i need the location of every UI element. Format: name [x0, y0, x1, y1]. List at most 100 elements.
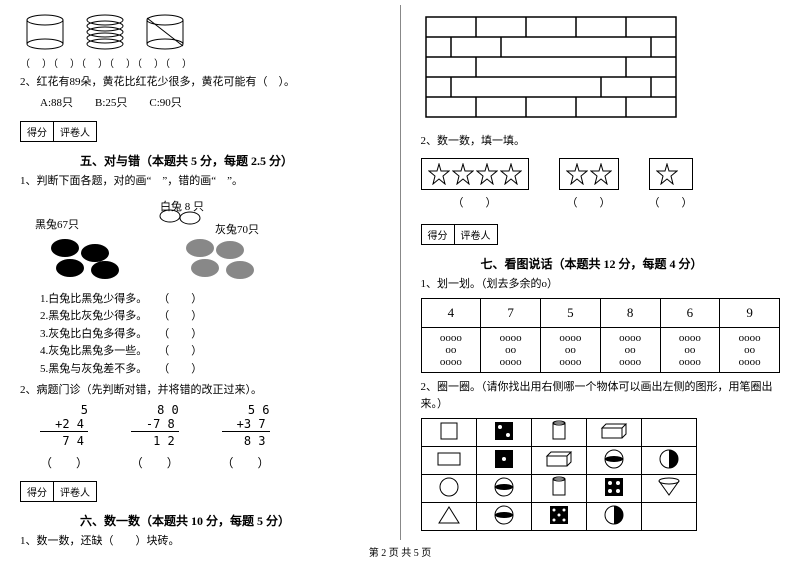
q2-text: 2、红花有89朵，黄花比红花少很多，黄花可能有（ ）。 [20, 74, 380, 91]
o-row: oooo [605, 332, 656, 344]
math-2: 8 0 -7 8 1 2 （ ） [131, 403, 179, 471]
can-icon [531, 475, 586, 503]
m3-c: 8 3 [222, 432, 270, 450]
section-5-title: 五、对与错（本题共 5 分，每题 2.5 分） [80, 152, 380, 169]
triangle-icon [421, 503, 476, 531]
stmt-2: 2.黑兔比灰兔少得多。 （ ） [40, 308, 380, 326]
star-icon [428, 163, 450, 185]
circles-table: 475869 oooooooooo oooooooooo oooooooooo … [421, 298, 781, 373]
black-rabbit-label: 黑兔67只 [35, 217, 79, 231]
o-row: oooo [724, 332, 775, 344]
o-row: oooo [545, 356, 596, 368]
section-7-title: 七、看图说话（本题共 12 分，每题 4 分） [481, 255, 781, 272]
q7-1: 1、划一划。（划去多余的o） [421, 276, 781, 293]
m1-a: 5 [40, 403, 88, 417]
star-icon [656, 163, 678, 185]
cell: oooooooooo [481, 328, 541, 373]
rabbit-statements: 1.白兔比黑兔少得多。 （ ） 2.黑兔比灰兔少得多。 （ ） 3.灰兔比白兔多… [40, 291, 380, 379]
star-icon [452, 163, 474, 185]
dice-icon [476, 419, 531, 447]
o-row: oooo [605, 356, 656, 368]
right-column: 2、数一数，填一填。 （ ） （ ） [401, 0, 800, 545]
m1-p: （ ） [40, 454, 88, 471]
box-icon [586, 419, 641, 447]
m1-c: 7 4 [40, 432, 88, 450]
star-box-2 [559, 158, 619, 190]
o-row: oo [605, 344, 656, 356]
hdr-5: 9 [720, 299, 780, 328]
cell: oooooooooo [660, 328, 720, 373]
m2-b: -7 8 [131, 417, 179, 432]
score-box-7: 得分 评卷人 [421, 224, 498, 245]
star-group-3: （ ） [649, 158, 693, 210]
ball-icon [476, 475, 531, 503]
white-rabbit-label: 白兔 8 只 [160, 199, 204, 213]
ball-icon [586, 503, 641, 531]
star-icon [566, 163, 588, 185]
m3-p: （ ） [222, 454, 270, 471]
dice-icon [531, 503, 586, 531]
math-3: 5 6 +3 7 8 3 （ ） [222, 403, 270, 471]
left-column: （ ）（ ）（ ）（ ）（ ）（ ） 2、红花有89朵，黄花比红花少很多，黄花可… [0, 0, 400, 545]
shapes-row-3 [421, 475, 696, 503]
o-row: oo [665, 344, 716, 356]
cell: oooooooooo [541, 328, 601, 373]
hdr-4: 6 [660, 299, 720, 328]
q5-1: 1、判断下面各题，对的画“ ”，错的画“ ”。 [20, 173, 380, 190]
math-problems: 5 +2 4 7 4 （ ） 8 0 -7 8 1 2 （ ） 5 6 +3 7… [20, 403, 380, 471]
square-icon [421, 419, 476, 447]
score-label: 得分 [21, 122, 54, 141]
empty [641, 503, 696, 531]
o-row: oo [426, 344, 477, 356]
stmt-4: 4.灰兔比黑兔多一些。 （ ） [40, 343, 380, 361]
score-box-5: 得分 评卷人 [20, 121, 97, 142]
hdr-0: 4 [421, 299, 481, 328]
cylinders-svg [20, 12, 200, 52]
m2-c: 1 2 [131, 432, 179, 450]
table-row: oooooooooo oooooooooo oooooooooo ooooooo… [421, 328, 780, 373]
score-label: 得分 [422, 225, 455, 244]
hdr-1: 7 [481, 299, 541, 328]
q2-options: A:88只 B:25只 C:90只 [40, 95, 380, 112]
brick-wall-svg [421, 12, 681, 122]
star-box-1 [421, 158, 529, 190]
ball-icon [476, 503, 531, 531]
rect-icon [421, 447, 476, 475]
shapes-row-4 [421, 503, 696, 531]
q6-2: 2、数一数，填一填。 [421, 133, 781, 150]
dice-icon [476, 447, 531, 475]
grader-label: 评卷人 [455, 225, 497, 244]
m2-a: 8 0 [131, 403, 179, 417]
stmt-5: 5.黑兔与灰兔差不多。 （ ） [40, 361, 380, 379]
m3-b: +3 7 [222, 417, 270, 432]
stmt-1: 1.白兔比黑兔少得多。 （ ） [40, 291, 380, 309]
page-footer: 第 2 页 共 5 页 [0, 544, 800, 559]
cell: oooooooooo [600, 328, 660, 373]
q7-2: 2、圈一圈。（请你找出用右侧哪一个物体可以画出左侧的图形，用笔圈出来。） [421, 379, 781, 412]
cell: oooooooooo [421, 328, 481, 373]
star-icon [500, 163, 522, 185]
table-header: 475869 [421, 299, 780, 328]
cell: oooooooooo [720, 328, 780, 373]
cylinder-row: （ ）（ ）（ ）（ ）（ ）（ ） [20, 12, 380, 70]
stars-row: （ ） （ ） （ ） [421, 158, 781, 210]
hdr-2: 5 [541, 299, 601, 328]
score-label: 得分 [21, 482, 54, 501]
star-group-1: （ ） [421, 158, 529, 210]
ball-icon [641, 447, 696, 475]
q5-2: 2、病题门诊（先判断对错，并将错的改正过来）。 [20, 382, 380, 399]
o-row: oooo [665, 332, 716, 344]
star-paren-1: （ ） [421, 194, 529, 210]
o-row: oo [545, 344, 596, 356]
section-6-title: 六、数一数（本题共 10 分，每题 5 分） [80, 512, 380, 529]
rabbit-illustration: 白兔 8 只 黑兔67只 灰兔70只 [20, 198, 380, 283]
o-row: oooo [485, 356, 536, 368]
o-row: oo [724, 344, 775, 356]
ball-icon [586, 447, 641, 475]
shapes-row-1 [421, 419, 696, 447]
cylinder-blanks: （ ）（ ）（ ）（ ）（ ）（ ） [20, 55, 380, 70]
o-row: oooo [426, 332, 477, 344]
dice-icon [586, 475, 641, 503]
m3-a: 5 6 [222, 403, 270, 417]
rabbit-svg: 白兔 8 只 黑兔67只 灰兔70只 [20, 198, 300, 283]
